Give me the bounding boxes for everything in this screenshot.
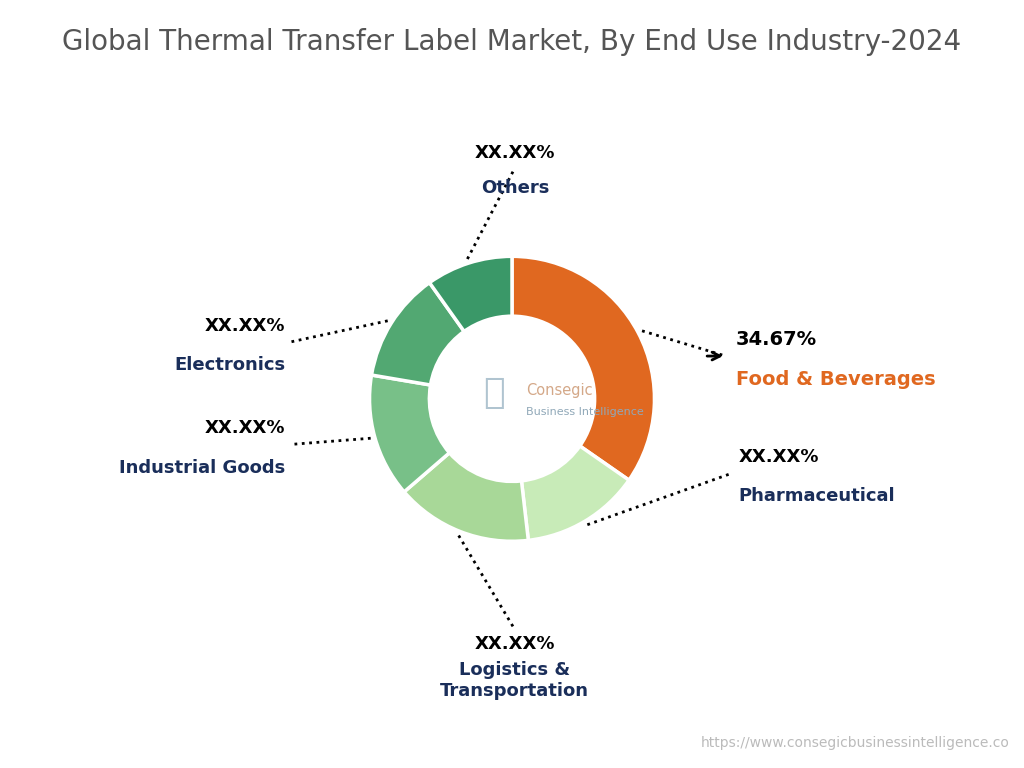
Wedge shape [370, 375, 450, 492]
Wedge shape [372, 283, 464, 385]
Text: Consegic: Consegic [526, 382, 593, 398]
Text: XX.XX%: XX.XX% [474, 144, 555, 162]
Wedge shape [512, 257, 654, 480]
Text: XX.XX%: XX.XX% [738, 448, 819, 465]
Text: 34.67%: 34.67% [735, 330, 817, 349]
Text: Logistics &
Transportation: Logistics & Transportation [440, 661, 590, 700]
Wedge shape [429, 257, 512, 332]
Text: ⓑ: ⓑ [482, 376, 504, 410]
Text: Global Thermal Transfer Label Market, By End Use Industry-2024: Global Thermal Transfer Label Market, By… [62, 28, 962, 56]
Wedge shape [404, 453, 528, 541]
Text: Electronics: Electronics [174, 356, 286, 374]
Text: Pharmaceutical: Pharmaceutical [738, 487, 895, 505]
Text: Business Intelligence: Business Intelligence [526, 406, 644, 416]
Text: Food & Beverages: Food & Beverages [735, 370, 935, 389]
Text: Others: Others [480, 180, 549, 197]
Text: Industrial Goods: Industrial Goods [119, 458, 286, 477]
Text: XX.XX%: XX.XX% [205, 419, 286, 437]
Wedge shape [521, 446, 629, 541]
Text: XX.XX%: XX.XX% [205, 316, 286, 335]
Circle shape [429, 316, 595, 482]
Text: XX.XX%: XX.XX% [474, 635, 555, 654]
Text: https://www.consegicbusinessintelligence.co: https://www.consegicbusinessintelligence… [701, 736, 1010, 750]
